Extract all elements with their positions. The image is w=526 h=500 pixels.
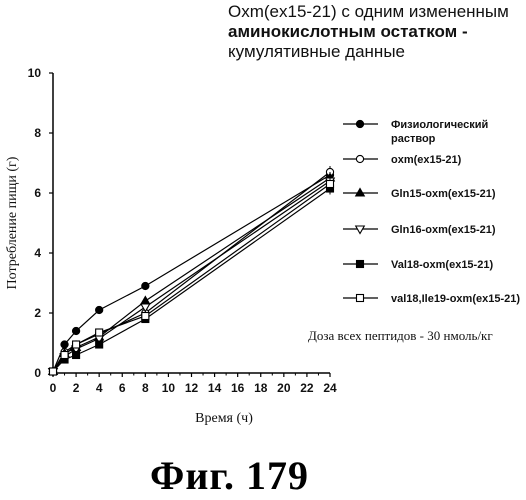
legend-item: val18,Ile19-oxm(ex15-21) (343, 293, 520, 305)
legend-marker (357, 261, 364, 268)
legend-label: val18,Ile19-oxm(ex15-21) (391, 293, 520, 305)
data-point (96, 341, 103, 348)
x-tick-label: 12 (185, 381, 199, 395)
x-tick-label: 4 (96, 381, 103, 395)
data-point (61, 352, 68, 359)
series-line (53, 175, 330, 372)
series-line (53, 181, 330, 372)
data-point (141, 297, 150, 305)
y-tick-label: 10 (28, 66, 42, 80)
data-point (96, 306, 103, 313)
x-tick-label: 14 (208, 381, 222, 395)
x-tick-label: 8 (142, 381, 149, 395)
y-tick-label: 6 (34, 186, 41, 200)
legend-marker (357, 295, 364, 302)
legend-label: oxm(ex15-21) (391, 154, 462, 166)
series-line (53, 189, 330, 372)
data-point (61, 341, 68, 348)
x-tick-label: 18 (254, 381, 268, 395)
x-tick-label: 10 (162, 381, 176, 395)
x-tick-label: 20 (277, 381, 291, 395)
figure-label: Фиг. 179 (150, 452, 309, 499)
legend-label-cont: раствор (391, 133, 436, 145)
x-tick-label: 24 (323, 381, 337, 395)
series-3 (49, 172, 335, 375)
x-tick-label: 2 (73, 381, 80, 395)
food-intake-chart: 0246810024681012141618202224 Время (ч) П… (0, 0, 526, 450)
data-point (142, 282, 149, 289)
y-tick-label: 4 (34, 246, 41, 260)
x-axis-label: Время (ч) (195, 411, 253, 426)
x-tick-label: 22 (300, 381, 314, 395)
data-point (73, 352, 80, 359)
legend-label: Физиологический (391, 119, 488, 131)
data-point (72, 327, 79, 334)
legend-label: Gln15-oxm(ex15-21) (391, 188, 496, 200)
legend-marker (356, 120, 363, 127)
chart-legend: Физиологический раствор oxm(ex15-21) Gln15-… (343, 119, 520, 305)
legend-item: Val18-oxm(ex15-21) (343, 259, 493, 271)
legend-item: oxm(ex15-21) (343, 154, 462, 166)
legend-marker (356, 189, 365, 197)
y-axis-label: Потребление пищи (г) (5, 156, 20, 289)
data-point (73, 341, 80, 348)
legend-label: Val18-oxm(ex15-21) (391, 259, 493, 271)
legend-marker (356, 226, 365, 234)
series-1 (49, 169, 333, 375)
data-point (96, 329, 103, 336)
x-tick-label: 0 (50, 381, 57, 395)
y-tick-label: 8 (34, 126, 41, 140)
data-point (50, 368, 57, 375)
legend-item: Gln16-oxm(ex15-21) (343, 224, 496, 236)
y-tick-label: 2 (34, 306, 41, 320)
series-line (53, 172, 330, 372)
legend-item: Физиологический раствор (343, 119, 488, 145)
dose-annotation: Доза всех пептидов - 30 нмоль/кг (308, 328, 493, 343)
chart-series (49, 166, 335, 376)
data-point (327, 181, 334, 188)
legend-marker (356, 155, 363, 162)
legend-label: Gln16-oxm(ex15-21) (391, 224, 496, 236)
chart-axes (53, 73, 330, 373)
y-tick-label: 0 (34, 366, 41, 380)
series-4 (49, 175, 335, 376)
legend-item: Gln15-oxm(ex15-21) (343, 188, 496, 200)
series-line (53, 178, 330, 372)
x-tick-label: 16 (231, 381, 245, 395)
x-tick-label: 6 (119, 381, 126, 395)
data-point (142, 313, 149, 320)
